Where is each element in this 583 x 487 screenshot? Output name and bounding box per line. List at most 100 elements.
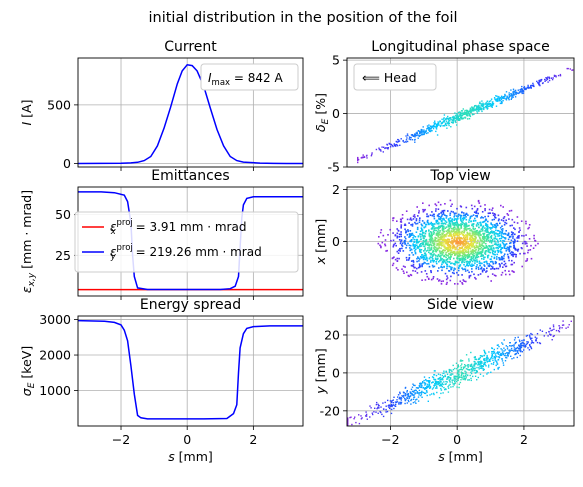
heatmap-cell	[455, 231, 458, 233]
heatmap-cell	[484, 256, 486, 259]
heatmap-cell	[496, 249, 499, 252]
heatmap-cell	[448, 256, 451, 259]
heatmap-cell	[456, 236, 459, 239]
scatter-point	[552, 335, 554, 338]
scatter-point	[516, 92, 518, 94]
scatter-point	[463, 113, 465, 115]
scatter-point	[481, 108, 483, 110]
scatter-point	[550, 333, 552, 336]
heatmap-cell	[456, 256, 459, 259]
heatmap-cell	[513, 261, 515, 264]
heatmap-cell	[472, 249, 474, 251]
scatter-point	[543, 335, 545, 337]
heatmap-cell	[457, 227, 460, 230]
scatter-point	[484, 358, 486, 360]
heatmap-cell	[398, 236, 401, 238]
scatter-point	[450, 121, 453, 123]
heatmap-cell	[496, 246, 499, 249]
scatter-point	[353, 418, 355, 420]
heatmap-cell	[382, 234, 385, 237]
axes-frame	[77, 57, 304, 168]
heatmap-cell	[468, 276, 471, 279]
heatmap-cell	[489, 249, 491, 251]
scatter-point	[460, 118, 462, 120]
scatter-point	[436, 123, 438, 125]
scatter-point	[509, 350, 511, 353]
scatter-point	[500, 353, 503, 355]
heatmap-cell	[438, 247, 441, 249]
heatmap-cell	[411, 223, 414, 226]
scatter-point	[447, 118, 449, 120]
heatmap-cell	[464, 251, 467, 253]
scatter-point	[465, 354, 468, 356]
scatter-point	[504, 95, 506, 97]
scatter-point	[440, 383, 442, 386]
heatmap-cell	[434, 223, 436, 225]
scatter-point	[491, 105, 493, 108]
heatmap-cell	[396, 235, 399, 238]
heatmap-cell	[525, 260, 527, 262]
heatmap-cell	[441, 251, 444, 253]
scatter-point	[434, 123, 436, 125]
heatmap-cell	[446, 247, 449, 250]
heatmap-cell	[472, 227, 474, 230]
heatmap-cell	[489, 241, 491, 243]
heatmap-cell	[473, 259, 475, 261]
scatter-point	[465, 365, 467, 367]
heatmap-cell	[465, 216, 467, 218]
scatter-point	[471, 114, 474, 116]
heatmap-cell	[493, 230, 495, 233]
scatter-point	[426, 394, 428, 397]
heatmap-cell	[408, 254, 411, 256]
scatter-point	[505, 352, 508, 354]
scatter-point	[458, 383, 460, 385]
heatmap-cell	[482, 225, 485, 227]
heatmap-cell	[510, 251, 513, 253]
scatter-point	[501, 351, 504, 353]
scatter-point	[465, 377, 467, 380]
scatter-point	[421, 396, 423, 398]
heatmap-cell	[432, 261, 435, 263]
scatter-point	[470, 372, 473, 375]
heatmap-cell	[438, 222, 440, 224]
heatmap-cell	[495, 229, 497, 232]
heatmap-cell	[452, 223, 455, 226]
scatter-point	[510, 355, 512, 357]
heatmap-cell	[477, 235, 480, 237]
heatmap-cell	[481, 228, 484, 230]
heatmap-cell	[437, 226, 440, 229]
heatmap-cell	[424, 208, 426, 211]
heatmap-cell	[463, 261, 466, 264]
scatter-point	[449, 117, 451, 119]
heatmap-cell	[459, 205, 462, 207]
heatmap-cell	[451, 243, 454, 245]
scatter-point	[406, 133, 409, 135]
heatmap-cell	[384, 239, 387, 241]
scatter-point	[411, 393, 414, 395]
scatter-point	[440, 122, 443, 124]
scatter-point	[509, 95, 512, 97]
heatmap-cell	[473, 247, 476, 249]
heatmap-cell	[440, 280, 443, 283]
heatmap-cell	[400, 233, 402, 236]
heatmap-cell	[442, 252, 445, 254]
scatter-point	[393, 396, 395, 398]
scatter-point	[419, 382, 422, 385]
heatmap-cell	[438, 218, 440, 220]
scatter-point	[485, 102, 487, 104]
scatter-point	[411, 134, 414, 136]
heatmap-cell	[424, 262, 426, 264]
scatter-point	[431, 130, 433, 132]
scatter-point	[464, 377, 466, 380]
heatmap-cell	[430, 252, 433, 255]
heatmap-cell	[466, 234, 468, 237]
scatter-point	[445, 120, 448, 122]
heatmap-cell	[486, 270, 488, 272]
heatmap-cell	[446, 254, 448, 256]
heatmap-cell	[454, 248, 457, 251]
scatter-point	[520, 343, 522, 345]
heatmap-cell	[473, 245, 476, 248]
heatmap-cell	[446, 281, 448, 284]
heatmap-cell	[414, 270, 417, 272]
heatmap-cell	[415, 231, 418, 233]
